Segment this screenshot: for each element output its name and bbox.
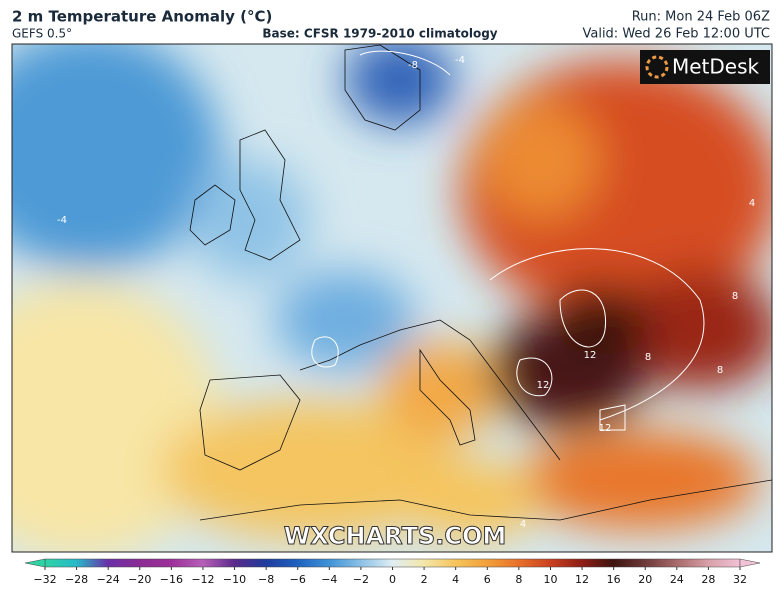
colorbar-tick-label: 10 xyxy=(543,573,557,586)
colorbar-tick-label: 20 xyxy=(638,573,652,586)
contour-label: 12 xyxy=(584,350,597,361)
colorbar-tick-label: −2 xyxy=(353,573,369,586)
model: GEFS 0.5° xyxy=(12,27,72,41)
coastlines xyxy=(189,44,772,521)
contours xyxy=(311,50,705,431)
colorbar-tick-label: −24 xyxy=(97,573,120,586)
colorbar-tick-label: 28 xyxy=(701,573,715,586)
colorbar-tick-label: 12 xyxy=(575,573,589,586)
colorbar-tick-label: −4 xyxy=(321,573,337,586)
run: Run: Mon 24 Feb 06Z xyxy=(632,10,770,25)
contour-label: 8 xyxy=(732,291,738,302)
colorbar: −32 −28 −24 −20 −16 −12 −10 −8 −6 −4 −2 0 2 4 6 8 10 12 16… xyxy=(24,558,761,586)
contour-label: 12 xyxy=(599,423,612,434)
logo-text: MetDesk xyxy=(672,55,760,79)
contour-label: 4 xyxy=(749,198,755,209)
colorbar-tick-label: −32 xyxy=(33,573,56,586)
colorbar-tick-label: −28 xyxy=(65,573,88,586)
colorbar-tick-label: 24 xyxy=(670,573,684,586)
contour-label: 8 xyxy=(645,352,651,363)
watermark: WXCHARTS.COM xyxy=(284,522,506,550)
contour-label: 4 xyxy=(520,519,526,530)
contour-label: -4 xyxy=(57,215,67,226)
contour-label: -4 xyxy=(455,55,465,66)
colorbar-tick-label: 0 xyxy=(389,573,396,586)
colorbar-tick-label: −8 xyxy=(258,573,274,586)
colorbar-bar xyxy=(44,558,741,568)
colorbar-tick-label: 8 xyxy=(515,573,522,586)
colorbar-tick-label: 6 xyxy=(484,573,491,586)
colorbar-tick-label: 32 xyxy=(733,573,747,586)
colorbar-tick-label: −10 xyxy=(223,573,246,586)
colorbar-end xyxy=(739,558,761,568)
map-frame xyxy=(11,43,773,553)
colorbar-tick-label: −12 xyxy=(191,573,214,586)
map: -4 -8 -4 12 12 12 8 8 8 4 4 MetDesk WXCHARTS.COM xyxy=(12,44,772,552)
colorbar-tick-label: −6 xyxy=(290,573,306,586)
contour-label: -8 xyxy=(408,60,418,71)
colorbar-tick-label: 4 xyxy=(452,573,459,586)
colorbar-tick-label: −20 xyxy=(128,573,151,586)
title: 2 m Temperature Anomaly (°C) xyxy=(12,8,272,26)
colorbar-tick-label: 16 xyxy=(607,573,621,586)
valid: Valid: Wed 26 Feb 12:00 UTC xyxy=(582,27,770,42)
logo: MetDesk xyxy=(640,50,770,84)
base: Base: CFSR 1979-2010 climatology xyxy=(262,27,497,41)
colorbar-tick-label: 2 xyxy=(421,573,428,586)
colorbar-tick-label: −16 xyxy=(160,573,183,586)
contour-label: 12 xyxy=(537,380,550,391)
colorbar-end xyxy=(24,558,46,568)
contour-label: 8 xyxy=(717,365,723,376)
